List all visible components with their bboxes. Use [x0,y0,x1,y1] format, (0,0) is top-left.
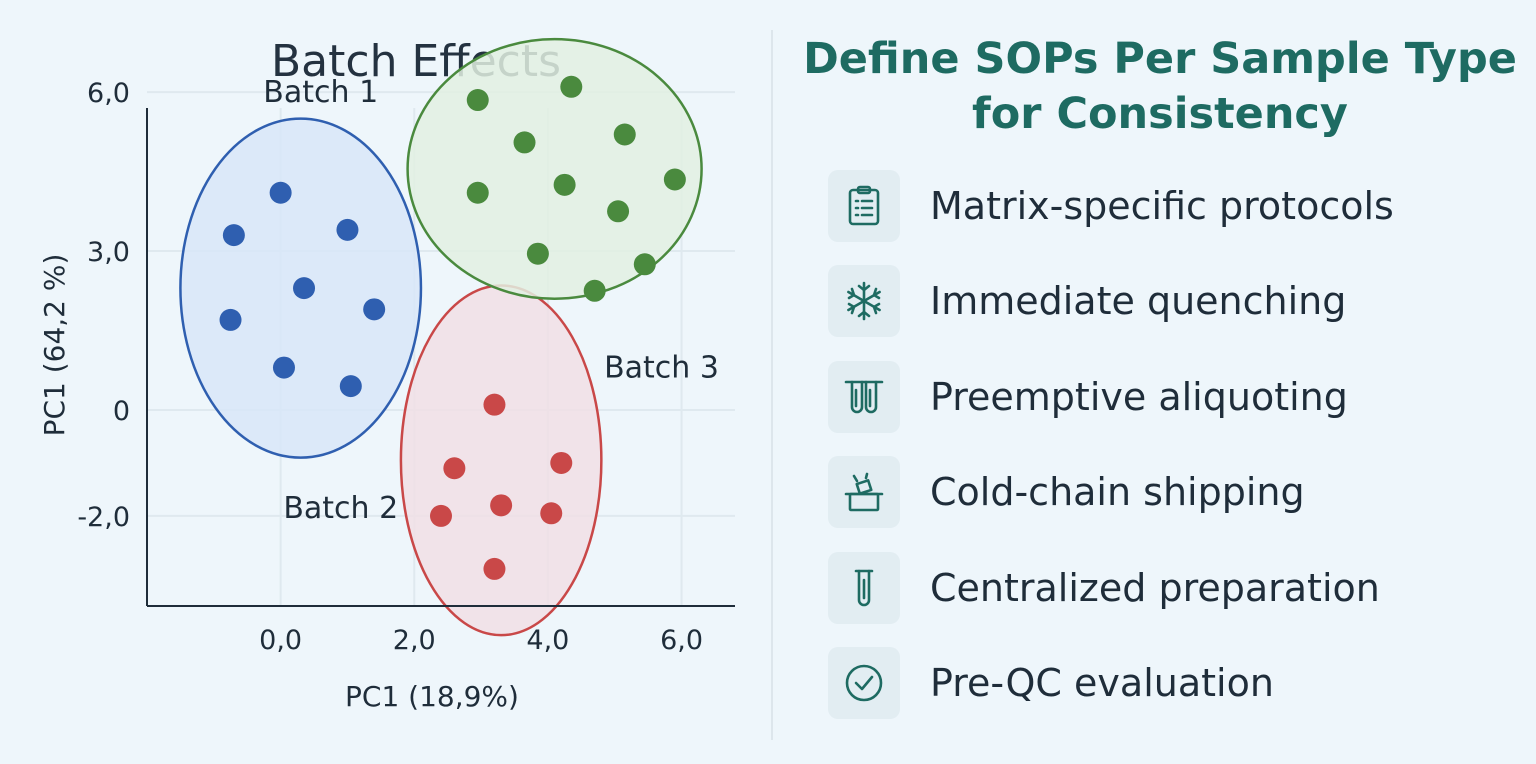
sop-item-matrix-specific: Matrix-specific protocols [828,170,1394,242]
clipboard-checklist-icon [828,170,900,242]
batch-3-point [607,200,630,223]
batch-2-point [483,557,506,580]
y-tick-label: 0 [113,396,130,427]
batch-3-point [560,75,583,98]
sop-item-label: Matrix-specific protocols [930,184,1394,228]
batch-1-point [336,218,359,241]
batch-1-point [363,298,386,321]
sop-item-label: Cold-chain shipping [930,470,1305,515]
batch-3-point [526,242,549,265]
x-tick-label: 0,0 [259,625,302,656]
batch-2-point [483,393,506,416]
y-tick-label: 3,0 [87,237,130,268]
test-tubes-icon [828,360,900,433]
sop-item-label: Pre-QC evaluation [930,660,1274,705]
batch-3-point [513,131,536,154]
sop-item-centralized-preparation: Centralized preparation [828,551,1394,624]
batch-3-point [633,253,656,276]
batch-3-label: Batch 3 [604,351,719,386]
batch-3-point [466,89,489,112]
sop-item-label: Centralized preparation [930,565,1380,610]
y-tick-label: 6,0 [87,78,130,109]
batch-2-point [540,502,563,525]
sop-item-label: Immediate quenching [930,279,1347,324]
axis-ticks: 0,0 2,0 4,0 6,0 6,0 3,0 0 -2,0 [77,78,703,656]
sop-item-pre-qc-evaluation: Pre-QC evaluation [828,646,1394,719]
batch-1-point [339,375,362,398]
x-tick-label: 4,0 [526,625,569,656]
batch-3-point [583,279,606,302]
sop-list: Matrix-specific protocols Immediate quen… [828,170,1394,742]
batch-labels: Batch 1 Batch 2 Batch 3 [263,75,719,526]
sop-panel-title: Define SOPs Per Sample Type for Consiste… [790,32,1530,142]
batch-3-point [613,123,636,146]
batch-1-point [293,277,316,300]
batch-2-point [490,494,513,517]
sop-item-immediate-quenching: Immediate quenching [828,265,1394,338]
sop-title-line2: for Consistency [972,89,1348,139]
batch-2-point [430,504,452,527]
batch-1-point [272,356,295,379]
x-axis-label: PC1 (18,9%) [345,680,519,713]
batch-2-point [443,457,466,480]
y-tick-label: -2,0 [77,502,130,533]
batch-2-point [550,451,573,474]
test-tube-icon [828,551,900,624]
sop-item-preemptive-aliquoting: Preemptive aliquoting [828,360,1394,433]
check-circle-icon [828,646,900,719]
sop-item-label: Preemptive aliquoting [930,374,1348,419]
batch-3-point [466,181,489,204]
batch-3-ellipse [406,37,703,300]
x-tick-label: 6,0 [660,625,703,656]
sop-item-cold-chain-shipping: Cold-chain shipping [828,456,1394,529]
cooler-box-icon [828,456,900,529]
y-axis-label: PC1 (64,2 %) [38,254,71,437]
data-points [219,75,686,580]
batch-3-point [663,168,686,191]
batch-1-label: Batch 1 [263,75,378,110]
x-tick-label: 2,0 [393,625,436,656]
batch-2-label: Batch 2 [283,491,398,526]
snowflake-icon [828,265,900,338]
batch-3-point [553,173,576,196]
panel-divider [771,30,773,740]
batch-1-point [219,308,242,331]
batch-1-point [269,181,292,204]
sop-title-line1: Define SOPs Per Sample Type [803,34,1517,84]
batch-1-point [222,224,245,247]
